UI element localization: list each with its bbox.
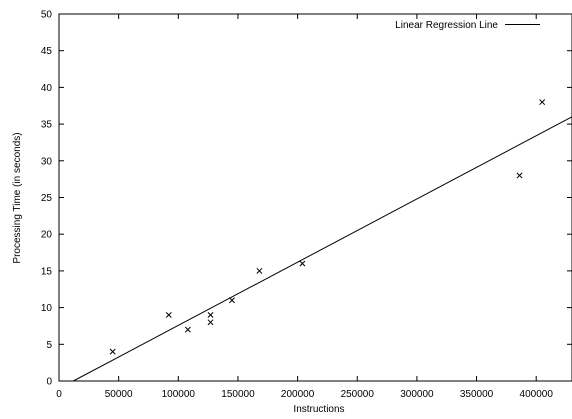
scatter-point (256, 267, 263, 274)
scatter-point (207, 319, 214, 326)
x-tick-label: 150000 (221, 389, 255, 400)
scatter-point (516, 172, 523, 179)
legend: Linear Regression Line (395, 20, 540, 31)
y-tick-label: 20 (41, 230, 53, 241)
x-tick-label: 200000 (281, 389, 315, 400)
scatter-point (539, 99, 546, 106)
axis-ticks: 0 5 10 15 20 25 30 35 40 45 50 0 50000 100000 150000 20… (41, 10, 572, 400)
chart-marks (73, 99, 572, 382)
scatter-point (165, 311, 172, 318)
x-tick-label: 400000 (520, 389, 554, 400)
x-tick-label: 100000 (162, 389, 196, 400)
x-tick-label: 250000 (341, 389, 375, 400)
regression-line (73, 116, 572, 382)
y-tick-label: 50 (41, 10, 53, 21)
legend-label: Linear Regression Line (395, 20, 498, 31)
scatter-point (299, 260, 306, 267)
x-tick-label: 0 (56, 389, 62, 400)
y-tick-label: 30 (41, 156, 53, 167)
y-axis-label: Processing Time (in seconds) (12, 132, 23, 263)
y-tick-label: 25 (41, 193, 53, 204)
x-axis-label: Instructions (293, 404, 344, 414)
scatter-point (229, 297, 235, 304)
scatter-point (184, 326, 191, 333)
y-tick-label: 35 (41, 120, 53, 131)
scatter-point (207, 311, 214, 318)
y-tick-label: 0 (46, 377, 52, 388)
y-tick-label: 5 (46, 340, 52, 351)
x-tick-label: 300000 (400, 389, 434, 400)
scatter-point (109, 348, 116, 355)
y-tick-label: 45 (41, 46, 53, 57)
x-tick-label: 50000 (105, 389, 133, 400)
y-tick-label: 15 (41, 266, 53, 277)
x-tick-label: 350000 (460, 389, 494, 400)
plot-frame (58, 13, 572, 382)
y-tick-label: 40 (41, 83, 53, 94)
y-tick-label: 10 (41, 303, 53, 314)
